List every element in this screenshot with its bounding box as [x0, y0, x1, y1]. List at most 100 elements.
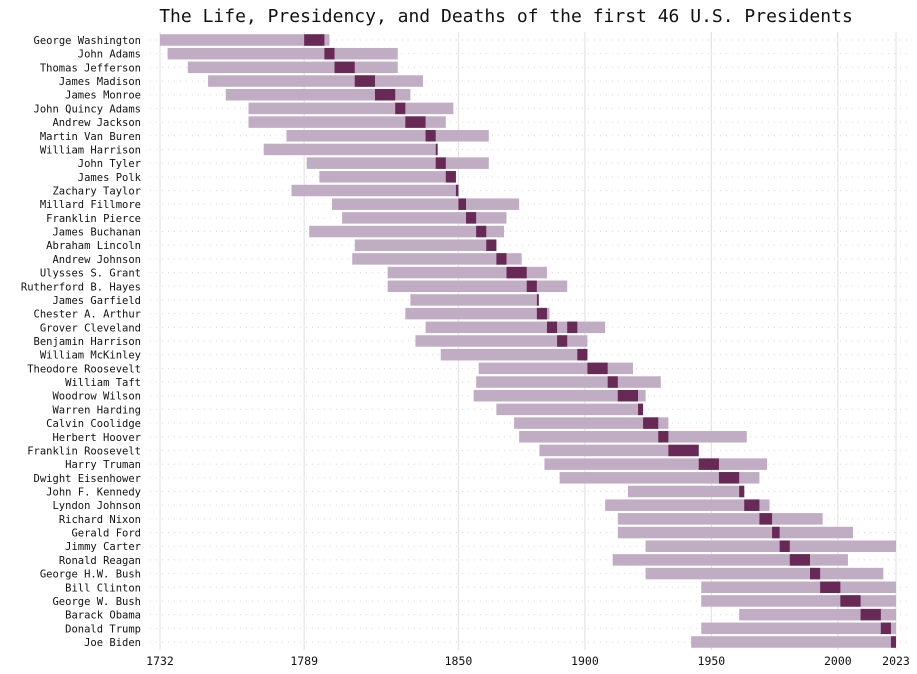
life-bar — [410, 294, 537, 306]
presidency-bar — [638, 403, 644, 416]
presidency-bar — [759, 513, 773, 525]
life-bar — [387, 280, 568, 293]
president-label: James Monroe — [65, 90, 141, 102]
president-label: Joe Biden — [84, 637, 141, 649]
x-tick-label: 1850 — [445, 654, 473, 668]
president-label: Rutherford B. Hayes — [21, 281, 141, 293]
presidency-bar — [643, 417, 659, 429]
x-axis: 1732 1789 1850 1900 1950 2000 2023 — [146, 654, 910, 668]
president-label: Calvin Coolidge — [46, 418, 141, 430]
president-label: Herbert Hoover — [52, 432, 141, 444]
president-label: Zachary Taylor — [52, 186, 141, 198]
presidency-bar — [435, 157, 446, 169]
president-label: James Garfield — [52, 295, 141, 307]
president-label: Ulysses S. Grant — [40, 268, 141, 280]
presidency-bar — [476, 225, 487, 238]
life-bar — [612, 554, 848, 566]
x-tick-label: 1900 — [571, 654, 599, 668]
president-label: Martin Van Buren — [40, 131, 141, 143]
life-bar — [617, 526, 854, 539]
presidency-bar — [455, 184, 459, 197]
presidency-bar — [506, 266, 527, 279]
grid — [150, 32, 912, 650]
life-bar — [496, 403, 644, 416]
presidency-bar — [324, 47, 335, 60]
president-label: John F. Kennedy — [46, 487, 141, 499]
president-label: Franklin Roosevelt — [27, 445, 141, 457]
presidency-bar — [334, 61, 355, 74]
presidency-bar — [496, 253, 507, 265]
president-label: George W. Bush — [52, 596, 141, 608]
x-tick-label: 1732 — [146, 654, 174, 668]
presidency-bar — [304, 34, 325, 46]
presidency-bar — [374, 88, 396, 101]
president-label: Gerald Ford — [71, 528, 141, 540]
president-label: Jimmy Carter — [65, 541, 141, 553]
life-bar — [167, 47, 398, 60]
presidency-bar — [658, 431, 669, 443]
life-bar — [645, 540, 896, 552]
life-bar — [309, 225, 504, 238]
president-label: Millard Fillmore — [40, 199, 141, 211]
president-label: William Harrison — [40, 144, 141, 156]
president-label: John Adams — [78, 49, 141, 61]
life-bar — [352, 253, 522, 265]
life-bar — [691, 636, 896, 648]
life-bar — [701, 622, 896, 635]
life-bar — [701, 581, 896, 594]
life-bar — [701, 595, 896, 607]
life-bar — [187, 61, 398, 74]
life-bar — [440, 348, 588, 361]
presidency-bar — [536, 307, 547, 320]
president-label: Donald Trump — [65, 623, 141, 635]
presidency-bar — [789, 554, 811, 566]
life-bar — [225, 88, 411, 101]
president-label: Thomas Jefferson — [40, 62, 141, 74]
life-bar — [645, 567, 884, 580]
president-label: Barack Obama — [65, 610, 141, 622]
life-bar — [514, 417, 669, 429]
presidency-bar — [395, 102, 406, 115]
presidency-bar — [840, 595, 861, 607]
life-bar — [286, 130, 489, 142]
president-label: Warren Harding — [52, 404, 141, 416]
life-bar — [208, 75, 424, 87]
president-label: George H.W. Bush — [40, 569, 141, 581]
presidency-bar — [820, 581, 841, 594]
president-label: William McKinley — [40, 350, 141, 362]
presidency-bar — [526, 280, 537, 293]
president-label: John Tyler — [78, 158, 141, 170]
presidency-bar — [772, 526, 780, 539]
life-bar — [160, 34, 330, 46]
presidency-bar — [890, 636, 896, 648]
presidency-bar — [587, 362, 608, 375]
presidency-bar — [435, 143, 438, 156]
life-bar — [354, 239, 497, 251]
life-bar — [425, 321, 606, 334]
chart-title: The Life, Presidency, and Deaths of the … — [159, 6, 853, 27]
president-label: Lyndon Johnson — [52, 500, 141, 512]
president-label: Andrew Jackson — [52, 117, 141, 129]
presidency-bar — [458, 198, 467, 210]
life-bar — [617, 513, 823, 525]
x-tick-label: 1789 — [290, 654, 318, 668]
presidency-bar — [486, 239, 497, 251]
life-bar — [473, 389, 646, 402]
bars — [160, 34, 896, 648]
life-bar — [478, 362, 633, 375]
president-label: George Washington — [34, 35, 141, 47]
life-bar — [291, 184, 459, 197]
life-bar — [248, 116, 446, 128]
presidency-bar — [668, 444, 699, 457]
life-bar — [519, 431, 747, 443]
presidency-bar — [718, 472, 740, 484]
x-tick-label: 2000 — [824, 654, 852, 668]
president-label: James Buchanan — [52, 227, 141, 239]
life-bar — [605, 499, 770, 511]
presidency-bar — [445, 171, 456, 183]
president-label: Theodore Roosevelt — [27, 363, 141, 375]
presidency-bar — [536, 294, 539, 306]
presidency-bar — [577, 348, 588, 361]
life-bar — [405, 307, 550, 320]
